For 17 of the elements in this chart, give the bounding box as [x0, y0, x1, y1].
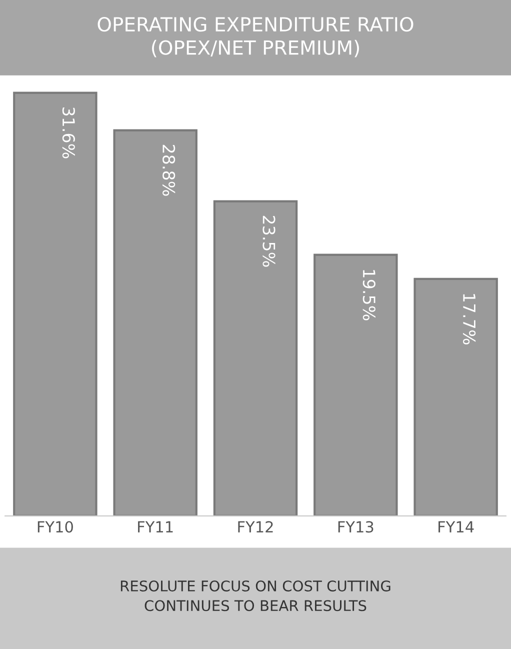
bar	[414, 278, 498, 516]
bar	[113, 129, 198, 516]
x-tick-label: FY11	[138, 521, 173, 532]
bar	[213, 200, 298, 516]
data-label: 17.7%	[462, 294, 476, 344]
x-tick-label: FY13	[338, 521, 374, 533]
data-label: 23.5%	[262, 216, 276, 267]
bar	[13, 92, 98, 516]
text: RESOLUTE FOCUS ON COST CUTTING CONTINUES TO BEAR RESULTS	[120, 580, 390, 612]
chart-title: OPERATING EXPENDITURE RATIO (OPEX/NET PREMIUM)	[98, 16, 414, 58]
data-label: 31.6%	[62, 107, 75, 158]
x-tick-label: FY14	[438, 521, 474, 532]
x-tick-label: FY10	[38, 521, 73, 533]
bar	[314, 254, 398, 516]
x-tick-label: FY12	[238, 521, 273, 532]
data-label: 28.8%	[162, 144, 176, 196]
data-label: 19.5%	[362, 270, 376, 320]
